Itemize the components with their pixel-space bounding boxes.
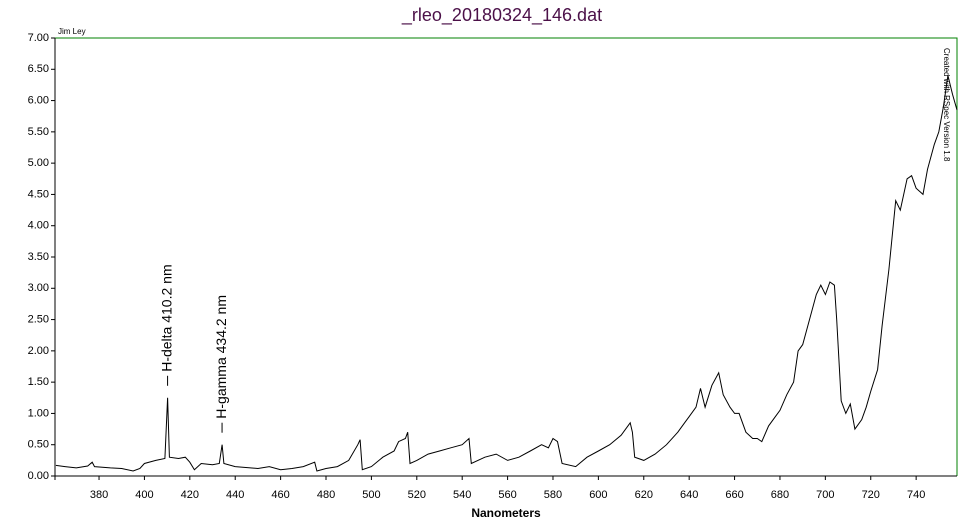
x-tick-label: 640 bbox=[680, 489, 698, 501]
x-tick-label: 440 bbox=[226, 489, 244, 501]
x-tick-label: 740 bbox=[907, 489, 925, 501]
y-tick-label: 0.00 bbox=[28, 470, 49, 482]
x-tick-label: 700 bbox=[816, 489, 834, 501]
spectrum-line bbox=[55, 75, 958, 472]
x-tick-label: 600 bbox=[589, 489, 607, 501]
y-tick-label: 6.00 bbox=[28, 94, 49, 106]
chart-title: _rleo_20180324_146.dat bbox=[401, 5, 602, 26]
x-tick-label: 380 bbox=[90, 489, 108, 501]
x-tick-label: 680 bbox=[771, 489, 789, 501]
y-tick-label: 4.00 bbox=[28, 220, 49, 232]
annotation: H-gamma 434.2 nm bbox=[213, 295, 229, 419]
credit: Created with RSpec Version 1.8 bbox=[942, 48, 951, 162]
x-tick-label: 500 bbox=[362, 489, 380, 501]
y-tick-label: 3.50 bbox=[28, 251, 49, 263]
y-tick-label: 0.50 bbox=[28, 439, 49, 451]
y-tick-label: 1.50 bbox=[28, 376, 49, 388]
x-tick-label: 520 bbox=[408, 489, 426, 501]
annotation: H-delta 410.2 nm bbox=[158, 264, 174, 371]
x-tick-label: 540 bbox=[453, 489, 471, 501]
x-tick-label: 420 bbox=[181, 489, 199, 501]
x-tick-label: 460 bbox=[271, 489, 289, 501]
author: Jim Ley bbox=[58, 27, 86, 36]
y-tick-label: 7.00 bbox=[28, 32, 49, 44]
x-tick-label: 560 bbox=[498, 489, 516, 501]
x-tick-label: 480 bbox=[317, 489, 335, 501]
x-tick-label: 720 bbox=[862, 489, 880, 501]
x-tick-label: 660 bbox=[725, 489, 743, 501]
y-tick-label: 2.00 bbox=[28, 345, 49, 357]
y-tick-label: 1.00 bbox=[28, 407, 49, 419]
plot-frame bbox=[55, 37, 958, 476]
x-axis-label: Nanometers bbox=[471, 506, 541, 520]
y-tick-label: 5.00 bbox=[28, 157, 49, 169]
y-tick-label: 4.50 bbox=[28, 188, 49, 200]
x-tick-label: 400 bbox=[135, 489, 153, 501]
x-tick-label: 580 bbox=[544, 489, 562, 501]
y-tick-label: 5.50 bbox=[28, 126, 49, 138]
y-tick-label: 6.50 bbox=[28, 63, 49, 75]
y-tick-label: 3.00 bbox=[28, 282, 49, 294]
y-tick-label: 2.50 bbox=[28, 313, 49, 325]
x-tick-label: 620 bbox=[635, 489, 653, 501]
